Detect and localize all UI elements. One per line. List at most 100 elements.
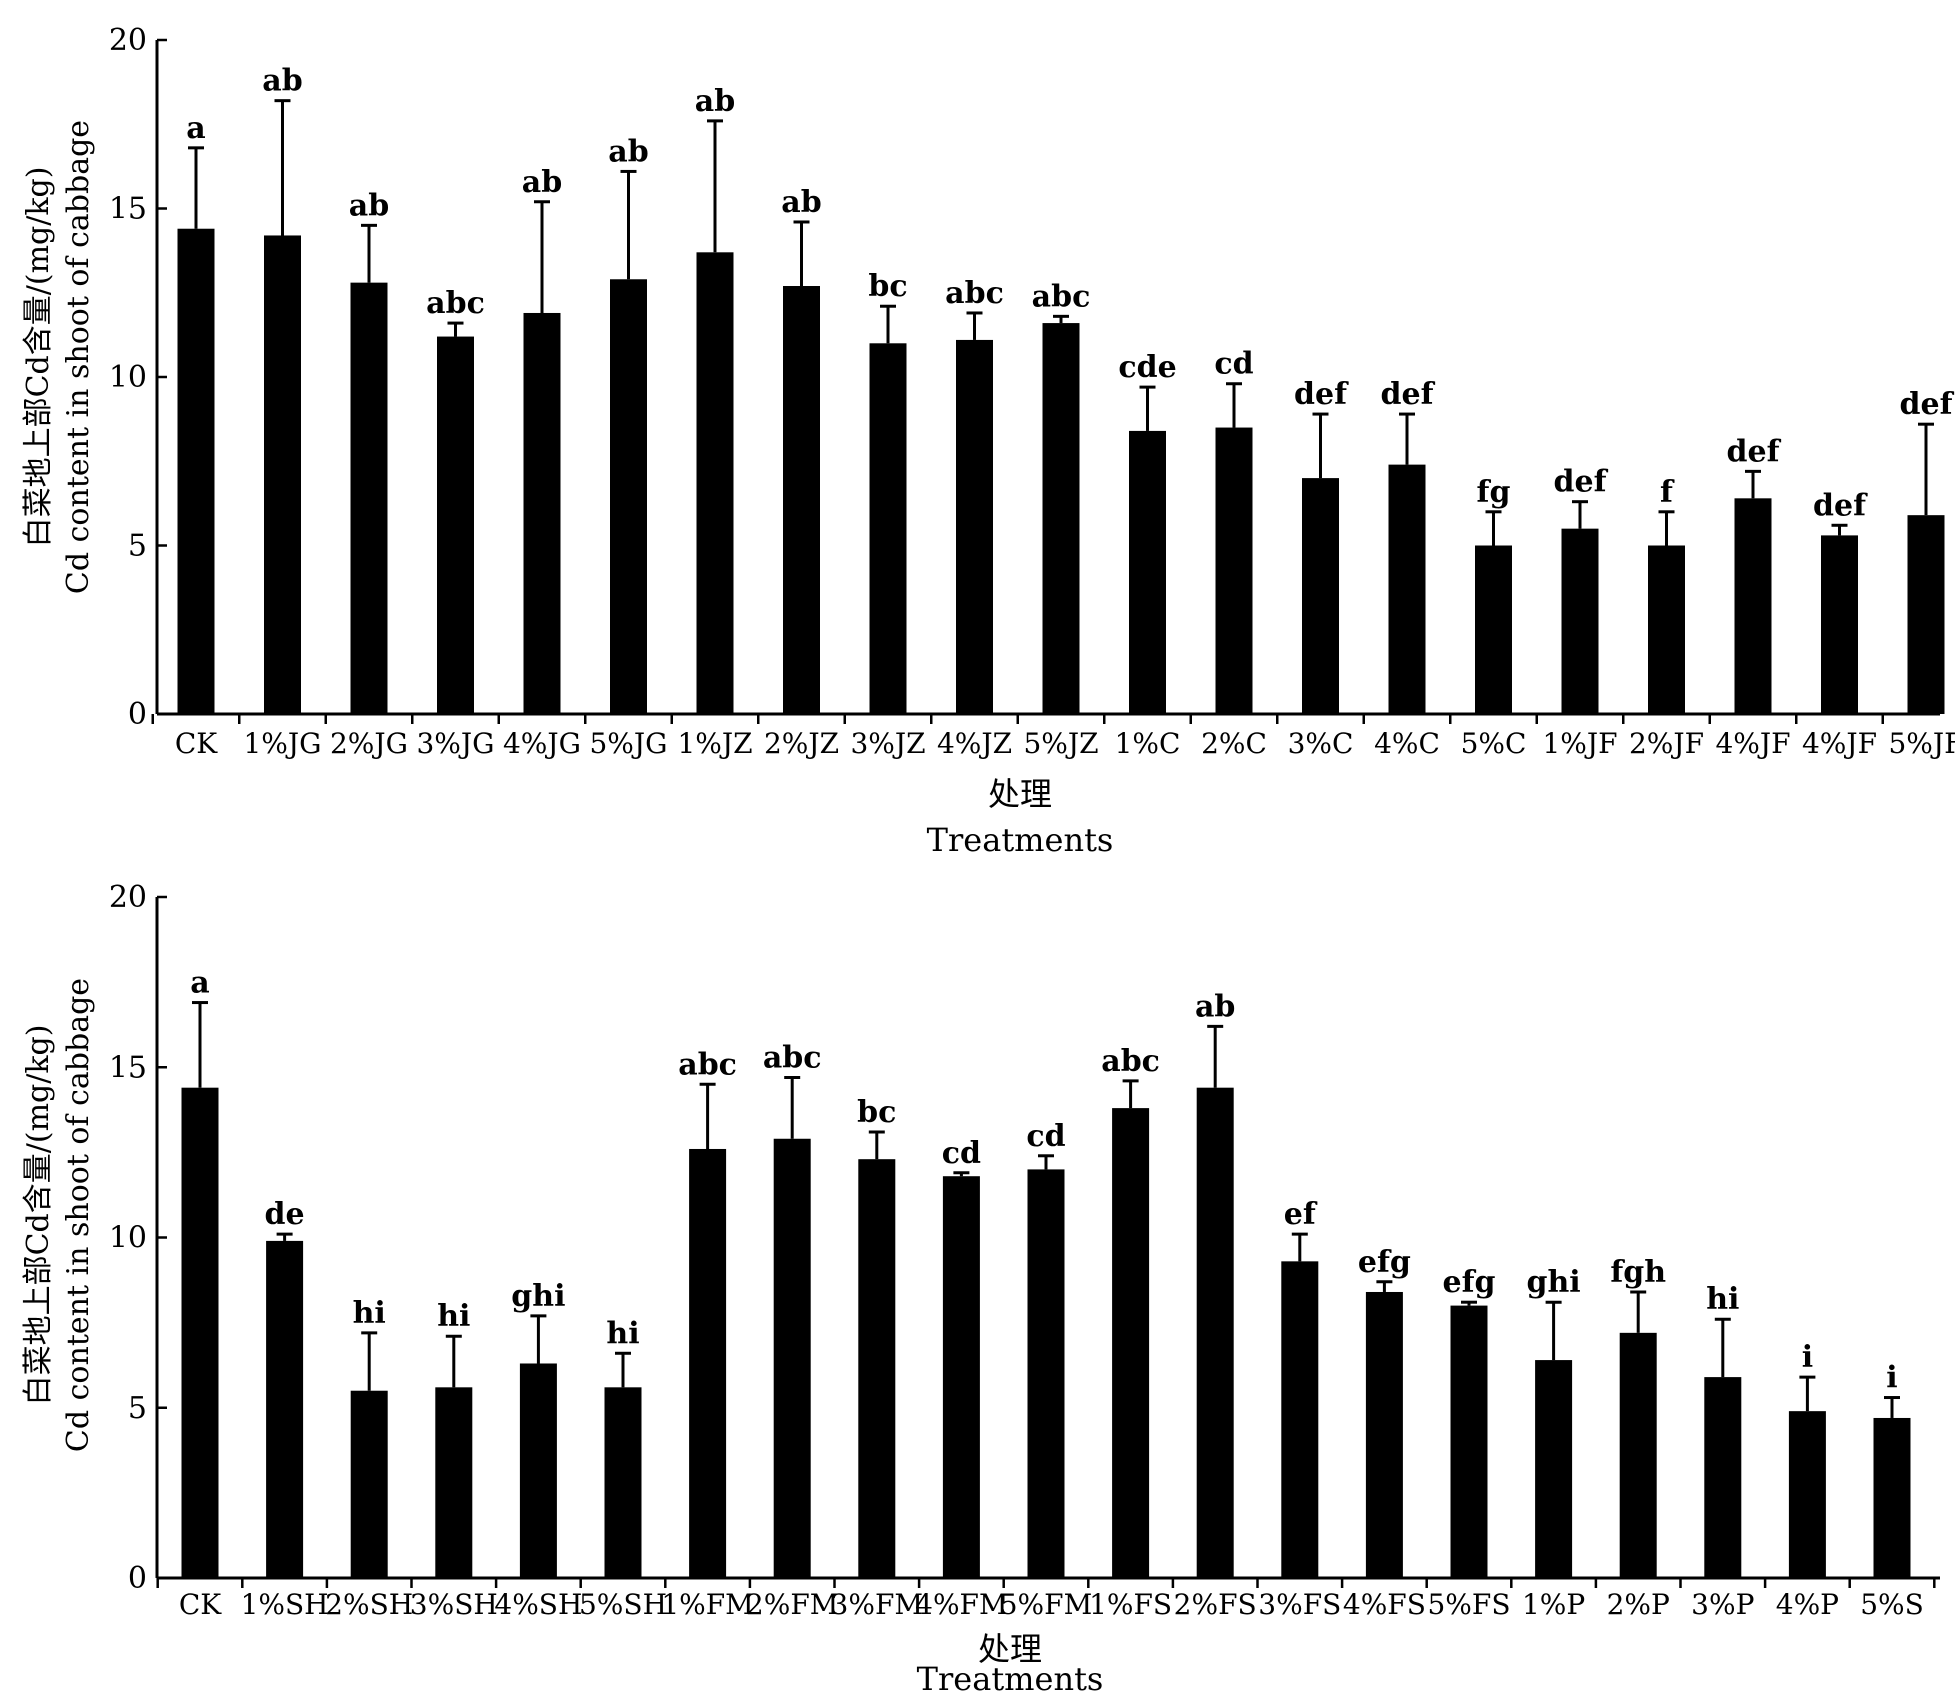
bar (177, 228, 215, 714)
x-tick-label: 1%C (1115, 727, 1181, 760)
significance-label: def (1727, 434, 1782, 469)
bar (610, 279, 647, 714)
y-tick-label: 10 (109, 1221, 147, 1256)
bar (1704, 1377, 1742, 1578)
significance-label: def (1900, 387, 1955, 422)
x-tick-label: 2%FM (746, 1588, 839, 1621)
x-tick-label: 4%FM (915, 1588, 1008, 1621)
bar (1873, 1417, 1911, 1578)
bars (177, 228, 1945, 714)
bar (783, 286, 820, 714)
x-tick-label: 3%JG (416, 727, 494, 760)
significance-label: a (190, 966, 209, 1001)
significance-label: ghi (511, 1279, 565, 1314)
significance-label: ab (1195, 989, 1235, 1024)
bar (1112, 1108, 1150, 1578)
x-tick-label: 5%S (1860, 1588, 1924, 1621)
significance-label: efg (1358, 1245, 1411, 1280)
y-tick-label: 15 (109, 192, 147, 227)
significance-label: fgh (1610, 1255, 1666, 1290)
y-tick-label: 5 (128, 1391, 147, 1426)
x-tick-label: 1%P (1522, 1588, 1585, 1621)
bar (1535, 1360, 1573, 1578)
y-tick-label: 0 (128, 1561, 147, 1596)
y-tick-label: 5 (128, 529, 147, 564)
significance-label: abc (1101, 1044, 1160, 1079)
bar (1302, 478, 1339, 714)
y-tick-label: 20 (109, 23, 147, 58)
significance-label: hi (437, 1299, 470, 1334)
y-tick-label: 10 (109, 360, 147, 395)
significance-label: ab (349, 188, 389, 223)
bar (689, 1148, 727, 1578)
x-tick-label: 5%SH (579, 1588, 667, 1621)
y-tick-labels: 0 5 10 15 20 (109, 880, 147, 1596)
significance-label: ab (262, 64, 302, 99)
x-tick-label: 5%C (1461, 727, 1527, 760)
bar (1042, 323, 1080, 714)
bar (869, 343, 907, 714)
bar (523, 312, 561, 714)
x-axis-title: 处理 Treatments (917, 1630, 1104, 1692)
bar (1027, 1169, 1065, 1578)
x-tick-label: 3%C (1288, 727, 1354, 760)
significance-label: abc (945, 276, 1004, 311)
x-tick-label: 2%SH (325, 1588, 413, 1621)
x-tick-labels: CK 1%JG 2%JG 3%JG 4%JG 5%JG 1%JZ 2%JZ 3%JZ 4%JZ 5%… (175, 727, 1955, 760)
significance-label: def (1294, 377, 1349, 412)
y-axis-title-en: Cd content in shoot of cabbage (61, 120, 96, 594)
x-tick-label: 1%JZ (677, 727, 752, 760)
x-tick-label: 2%JZ (764, 727, 839, 760)
x-tick-label: 1%JG (243, 727, 321, 760)
bar (1215, 427, 1253, 714)
significance-label: de (265, 1197, 305, 1232)
bar (1907, 515, 1945, 714)
error-bars (192, 1001, 1900, 1418)
y-axis-title-cn: 白菜地上部Cd含量/(mg/kg) (21, 1025, 56, 1406)
x-axis-title: 处理 Treatments (927, 775, 1114, 859)
y-axis-title-en: Cd content in shoot of cabbage (61, 978, 96, 1452)
x-tick-label: 3%FM (831, 1588, 924, 1621)
significance-label: abc (678, 1047, 737, 1082)
bar (1281, 1261, 1319, 1578)
x-tick-label: 4%JG (503, 727, 581, 760)
x-tick-label: 4%JF (1802, 727, 1877, 760)
significance-label: fg (1477, 475, 1511, 510)
significance-label: f (1660, 475, 1675, 510)
chart-bottom: 白菜地上部Cd含量/(mg/kg) Cd content in shoot of… (21, 880, 1940, 1692)
y-tick-label: 20 (109, 880, 147, 915)
y-axis-title: 白菜地上部Cd含量/(mg/kg) Cd content in shoot of… (21, 978, 96, 1452)
error-bars (188, 99, 1934, 546)
bar (1788, 1411, 1826, 1578)
x-tick-label: 2%JG (330, 727, 408, 760)
significance-label: cd (1214, 347, 1253, 382)
significance-label: def (1381, 377, 1436, 412)
significance-label: bc (868, 269, 907, 304)
bar (1648, 545, 1685, 714)
x-tick-label: 3%FS (1258, 1588, 1341, 1621)
bar (1734, 498, 1772, 714)
significance-label: def (1813, 488, 1868, 523)
x-tick-labels: CK 1%SH2%SH3%SH4%SH5%SH1%FM2%FM3%FM4%FM5%… (179, 1588, 1924, 1621)
x-tick-label: 5%JF (1888, 727, 1955, 760)
bar (181, 1087, 219, 1578)
y-tick-label: 15 (109, 1050, 147, 1085)
bar (519, 1363, 557, 1578)
x-tick-label: 1%SH (241, 1588, 329, 1621)
bar (1365, 1291, 1403, 1578)
y-axis-title-cn: 白菜地上部Cd含量/(mg/kg) (21, 167, 56, 548)
significance-label: ab (608, 134, 648, 169)
bar (266, 1240, 304, 1578)
significance-label: a (186, 111, 205, 146)
x-tick-label: 5%FS (1427, 1588, 1510, 1621)
bar (264, 235, 301, 714)
y-axis-title: 白菜地上部Cd含量/(mg/kg) Cd content in shoot of… (21, 120, 96, 594)
bar (350, 1390, 388, 1578)
x-tick-label: 2%C (1201, 727, 1267, 760)
x-tick-label: 4%JZ (937, 727, 1012, 760)
bar (942, 1176, 980, 1578)
significance-label: cd (1026, 1119, 1065, 1154)
bar (956, 339, 993, 714)
x-tick-label: 4%FS (1343, 1588, 1426, 1621)
